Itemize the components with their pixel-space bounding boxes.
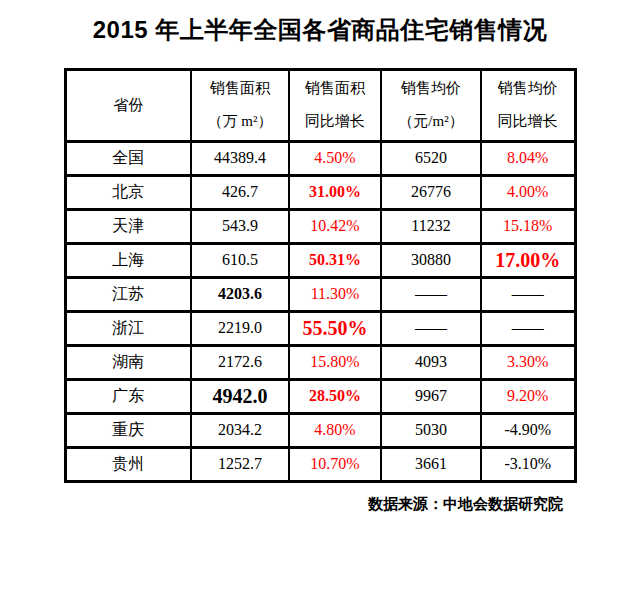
cell-avg-price: 3661 [381, 447, 481, 481]
cell-area-growth: 15.80% [289, 345, 381, 379]
cell-sales-area: 1252.7 [191, 447, 289, 481]
cell-sales-area: 610.5 [191, 243, 289, 277]
cell-area-growth: 11.30% [289, 277, 381, 311]
cell-avg-price: 11232 [381, 209, 481, 243]
column-header-sales-area: 销售面积 （万 m²） [191, 69, 289, 141]
cell-area-growth: 31.00% [289, 175, 381, 209]
cell-province: 上海 [65, 243, 191, 277]
header-line: 销售面积 [290, 72, 380, 105]
table-row: 重庆 2034.2 4.80% 5030 -4.90% [65, 413, 575, 447]
table-row: 上海 610.5 50.31% 30880 17.00% [65, 243, 575, 277]
cell-price-growth: —— [481, 311, 575, 345]
table-row: 全国 44389.4 4.50% 6520 8.04% [65, 141, 575, 175]
column-header-price-growth: 销售均价 同比增长 [481, 69, 575, 141]
cell-area-growth: 10.42% [289, 209, 381, 243]
cell-area-growth: 55.50% [289, 311, 381, 345]
cell-province: 江苏 [65, 277, 191, 311]
table-row: 贵州 1252.7 10.70% 3661 -3.10% [65, 447, 575, 481]
housing-sales-table: 省份 销售面积 （万 m²） 销售面积 同比增长 销售均价 （元/m²） 销售均… [64, 68, 577, 483]
table-row: 湖南 2172.6 15.80% 4093 3.30% [65, 345, 575, 379]
cell-province: 湖南 [65, 345, 191, 379]
cell-sales-area: 2172.6 [191, 345, 289, 379]
table-row: 广东 4942.0 28.50% 9967 9.20% [65, 379, 575, 413]
cell-province: 北京 [65, 175, 191, 209]
cell-province: 天津 [65, 209, 191, 243]
column-header-avg-price: 销售均价 （元/m²） [381, 69, 481, 141]
header-line: 销售均价 [382, 72, 480, 105]
header-row: 省份 销售面积 （万 m²） 销售面积 同比增长 销售均价 （元/m²） 销售均… [65, 69, 575, 141]
cell-province: 广东 [65, 379, 191, 413]
cell-sales-area: 2034.2 [191, 413, 289, 447]
cell-avg-price: 5030 [381, 413, 481, 447]
header-line: 省份 [67, 89, 191, 122]
cell-avg-price: 30880 [381, 243, 481, 277]
cell-avg-price: 6520 [381, 141, 481, 175]
cell-price-growth: 17.00% [481, 243, 575, 277]
document-title: 2015 年上半年全国各省商品住宅销售情况 [0, 16, 640, 45]
cell-sales-area: 2219.0 [191, 311, 289, 345]
cell-area-growth: 50.31% [289, 243, 381, 277]
cell-sales-area: 4203.6 [191, 277, 289, 311]
header-line: 同比增长 [290, 105, 380, 138]
cell-province: 浙江 [65, 311, 191, 345]
header-line: 同比增长 [482, 105, 574, 138]
cell-area-growth: 28.50% [289, 379, 381, 413]
column-header-area-growth: 销售面积 同比增长 [289, 69, 381, 141]
cell-area-growth: 10.70% [289, 447, 381, 481]
cell-price-growth: 8.04% [481, 141, 575, 175]
cell-price-growth: 15.18% [481, 209, 575, 243]
header-line: （万 m²） [192, 105, 288, 138]
cell-avg-price: —— [381, 311, 481, 345]
cell-price-growth: —— [481, 277, 575, 311]
cell-province: 全国 [65, 141, 191, 175]
cell-avg-price: 26776 [381, 175, 481, 209]
table-row: 江苏 4203.6 11.30% —— —— [65, 277, 575, 311]
header-line: （元/m²） [382, 105, 480, 138]
cell-price-growth: 4.00% [481, 175, 575, 209]
table-row: 浙江 2219.0 55.50% —— —— [65, 311, 575, 345]
cell-price-growth: 3.30% [481, 345, 575, 379]
header-line: 销售面积 [192, 72, 288, 105]
cell-avg-price: —— [381, 277, 481, 311]
cell-price-growth: -3.10% [481, 447, 575, 481]
header-line: 销售均价 [482, 72, 574, 105]
cell-area-growth: 4.80% [289, 413, 381, 447]
cell-province: 贵州 [65, 447, 191, 481]
table-row: 北京 426.7 31.00% 26776 4.00% [65, 175, 575, 209]
cell-sales-area: 426.7 [191, 175, 289, 209]
cell-avg-price: 4093 [381, 345, 481, 379]
cell-price-growth: 9.20% [481, 379, 575, 413]
cell-sales-area: 4942.0 [191, 379, 289, 413]
cell-avg-price: 9967 [381, 379, 481, 413]
cell-price-growth: -4.90% [481, 413, 575, 447]
data-source: 数据来源：中地会数据研究院 [65, 495, 575, 514]
cell-area-growth: 4.50% [289, 141, 381, 175]
table-row: 天津 543.9 10.42% 11232 15.18% [65, 209, 575, 243]
cell-sales-area: 44389.4 [191, 141, 289, 175]
cell-province: 重庆 [65, 413, 191, 447]
cell-sales-area: 543.9 [191, 209, 289, 243]
column-header-province: 省份 [65, 69, 191, 141]
